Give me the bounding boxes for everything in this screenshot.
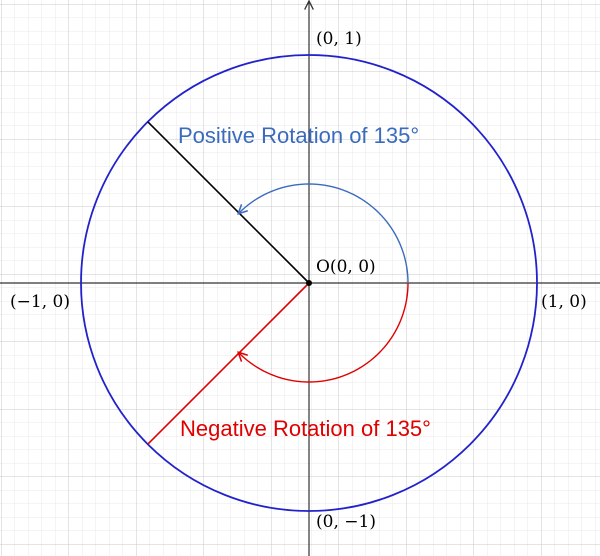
terminal-side-positive	[147, 121, 310, 284]
origin-label: O(0, 0)	[316, 257, 376, 277]
positive-rotation-arc	[239, 183, 409, 284]
point-label-left: (−1, 0)	[10, 292, 70, 312]
point-label-top: (0, 1)	[316, 29, 362, 49]
unit-circle	[80, 54, 538, 512]
point-label-right: (1, 0)	[541, 292, 587, 312]
negative-rotation-arc	[239, 282, 409, 383]
terminal-side-negative	[147, 282, 310, 445]
origin-point	[306, 280, 312, 286]
point-label-bottom: (0, −1)	[316, 512, 376, 532]
negative-rotation-caption: Negative Rotation of 135°	[180, 416, 431, 441]
positive-rotation-caption: Positive Rotation of 135°	[178, 123, 419, 148]
